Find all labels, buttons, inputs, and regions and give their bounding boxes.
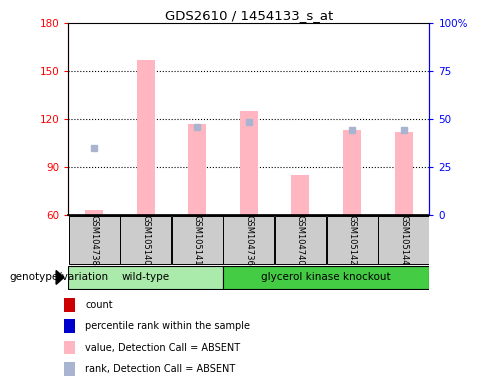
FancyBboxPatch shape xyxy=(120,215,171,265)
FancyBboxPatch shape xyxy=(326,215,378,265)
Text: GSM105144: GSM105144 xyxy=(399,215,408,265)
Text: GSM104738: GSM104738 xyxy=(90,215,99,265)
Bar xyxy=(395,132,413,215)
Text: rank, Detection Call = ABSENT: rank, Detection Call = ABSENT xyxy=(85,364,236,374)
FancyBboxPatch shape xyxy=(64,341,75,354)
FancyBboxPatch shape xyxy=(64,298,75,312)
Title: GDS2610 / 1454133_s_at: GDS2610 / 1454133_s_at xyxy=(165,9,333,22)
Bar xyxy=(188,124,206,215)
Bar xyxy=(343,130,361,215)
FancyBboxPatch shape xyxy=(69,215,120,265)
Polygon shape xyxy=(56,270,64,284)
Text: GSM105140: GSM105140 xyxy=(141,215,150,265)
FancyBboxPatch shape xyxy=(64,362,75,376)
FancyBboxPatch shape xyxy=(378,215,429,265)
FancyBboxPatch shape xyxy=(223,266,429,289)
FancyBboxPatch shape xyxy=(172,215,223,265)
Text: GSM104736: GSM104736 xyxy=(244,215,253,265)
Text: value, Detection Call = ABSENT: value, Detection Call = ABSENT xyxy=(85,343,241,353)
FancyBboxPatch shape xyxy=(64,319,75,333)
Text: GSM105142: GSM105142 xyxy=(347,215,357,265)
FancyBboxPatch shape xyxy=(68,266,223,289)
Text: GSM104740: GSM104740 xyxy=(296,215,305,265)
Text: wild-type: wild-type xyxy=(122,272,170,283)
FancyBboxPatch shape xyxy=(275,215,326,265)
Bar xyxy=(240,111,258,215)
Text: GSM105141: GSM105141 xyxy=(193,215,202,265)
Bar xyxy=(137,60,155,215)
Text: count: count xyxy=(85,300,113,310)
Text: genotype/variation: genotype/variation xyxy=(10,272,109,283)
Text: glycerol kinase knockout: glycerol kinase knockout xyxy=(262,272,391,283)
Text: percentile rank within the sample: percentile rank within the sample xyxy=(85,321,250,331)
FancyBboxPatch shape xyxy=(224,215,274,265)
Bar xyxy=(85,210,103,215)
Bar xyxy=(291,175,309,215)
